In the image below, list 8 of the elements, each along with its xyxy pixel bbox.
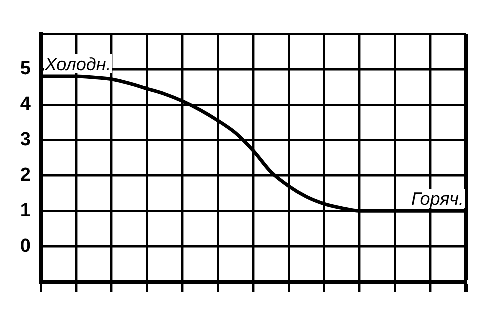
y-tick-label: 5 — [20, 58, 32, 80]
y-tick-label: 1 — [20, 200, 32, 222]
y-tick-label: 4 — [20, 94, 32, 116]
annotation: Холодн. — [44, 54, 112, 75]
annotation: Горяч. — [411, 189, 464, 210]
y-tick-label: 3 — [20, 130, 31, 151]
y-tick-label: 2 — [20, 164, 31, 186]
y-tick-label: 0 — [20, 236, 31, 257]
